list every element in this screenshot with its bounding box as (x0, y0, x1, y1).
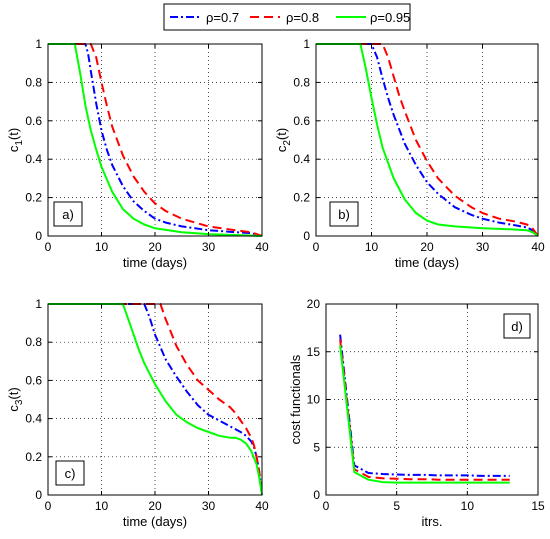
panel-label-box (503, 313, 531, 339)
panel-label: d) (511, 319, 523, 334)
tick-label-x: 30 (476, 240, 490, 254)
tick-label-x: 20 (148, 499, 162, 513)
series-line-d-0 (339, 334, 510, 477)
x-axis-label: time (days) (123, 514, 187, 529)
tick-label-y: 0.4 (293, 152, 310, 166)
tick-label-y: 0.2 (25, 191, 42, 205)
panel-label-box (55, 460, 85, 486)
series-line-d-2 (339, 344, 510, 484)
series-line-a-2 (48, 43, 263, 237)
tick-label-y: 0.8 (293, 75, 310, 89)
panel-label-box (329, 201, 359, 227)
panel-label-box (53, 201, 83, 227)
tick-label-y: 0 (303, 229, 310, 243)
y-axis-label-main: cost functionals (288, 354, 303, 444)
tick-label-x: 40 (255, 240, 269, 254)
tick-label-x: 0 (45, 499, 52, 513)
tick-label-y: 0.4 (25, 152, 42, 166)
y-axis-label-suffix: (t) (6, 128, 21, 140)
legend-label: ρ=0.7 (206, 10, 239, 25)
panel-label: b) (338, 207, 350, 222)
series-line-d-1 (339, 339, 510, 481)
tick-label-y: 1 (303, 37, 310, 51)
tick-label-y: 1 (35, 37, 42, 51)
y-axis-label: cost functionals (288, 354, 303, 444)
tick-label-y: 15 (307, 345, 321, 359)
series-line-b-1 (316, 43, 539, 237)
tick-label-x: 10 (95, 499, 109, 513)
y-axis-label: c1(t) (6, 128, 25, 152)
tick-label-y: 0.4 (25, 412, 42, 426)
y-axis-label-subscript: 3 (14, 399, 25, 405)
tick-label-y: 0.8 (25, 75, 42, 89)
tick-label-x: 30 (202, 499, 216, 513)
tick-label-x: 20 (420, 240, 434, 254)
panel-d: 0 5 10 15 0 5 10 15 20 itrs. cost functionals d) (288, 297, 545, 529)
panel-label: a) (62, 207, 74, 222)
tick-label-y: 5 (313, 440, 320, 454)
x-axis-label: time (days) (123, 255, 187, 270)
tick-label-y: 0.8 (25, 335, 42, 349)
y-axis-label-suffix: (t) (274, 128, 289, 140)
series-line-b-0 (316, 43, 539, 237)
tick-label-x: 15 (531, 499, 545, 513)
tick-label-x: 10 (365, 240, 379, 254)
tick-label-x: 10 (95, 240, 109, 254)
tick-label-y: 0.6 (25, 373, 42, 387)
tick-label-x: 0 (323, 499, 330, 513)
tick-label-x: 30 (202, 240, 216, 254)
panel-label: c) (65, 466, 76, 481)
tick-label-y: 0.6 (25, 114, 42, 128)
series-line-a-0 (48, 43, 263, 237)
legend-label: ρ=0.95 (370, 10, 410, 25)
y-axis-label: c3(t) (6, 387, 25, 411)
tick-label-x: 0 (45, 240, 52, 254)
y-axis-label-subscript: 2 (282, 140, 293, 146)
tick-label-x: 0 (313, 240, 320, 254)
legend-box (163, 3, 411, 31)
series-line-b-2 (316, 43, 539, 237)
y-axis-label-main: c (6, 145, 21, 152)
tick-label-x: 20 (148, 240, 162, 254)
tick-label-y: 10 (307, 393, 321, 407)
y-axis-label-main: c (6, 405, 21, 412)
x-axis-label: itrs. (422, 514, 443, 529)
tick-label-y: 0.2 (293, 191, 310, 205)
tick-label-y: 20 (307, 297, 321, 311)
y-axis-label-main: c (274, 145, 289, 152)
tick-label-x: 40 (531, 240, 545, 254)
series-line-c-1 (48, 303, 263, 496)
series-line-a-1 (48, 43, 263, 237)
panel-b: 0 10 20 30 40 0 0.2 0.4 0.6 0.8 1 time (days) c2(t) b… (274, 37, 545, 270)
x-axis-label: time (days) (395, 255, 459, 270)
legend: ρ=0.7 ρ=0.8 ρ=0.95 (163, 3, 411, 31)
y-axis-label: c2(t) (274, 128, 293, 152)
tick-label-y: 0.2 (25, 450, 42, 464)
tick-label-y: 0.6 (293, 114, 310, 128)
tick-label-y: 0 (35, 488, 42, 502)
y-axis-label-subscript: 1 (14, 140, 25, 146)
y-axis-label-suffix: (t) (6, 387, 21, 399)
tick-label-y: 0 (35, 229, 42, 243)
tick-label-y: 1 (35, 297, 42, 311)
tick-label-y: 0 (313, 488, 320, 502)
tick-label-x: 10 (461, 499, 475, 513)
legend-label: ρ=0.8 (286, 10, 319, 25)
tick-label-x: 40 (255, 499, 269, 513)
tick-label-x: 5 (393, 499, 400, 513)
series-line-c-2 (48, 303, 263, 496)
